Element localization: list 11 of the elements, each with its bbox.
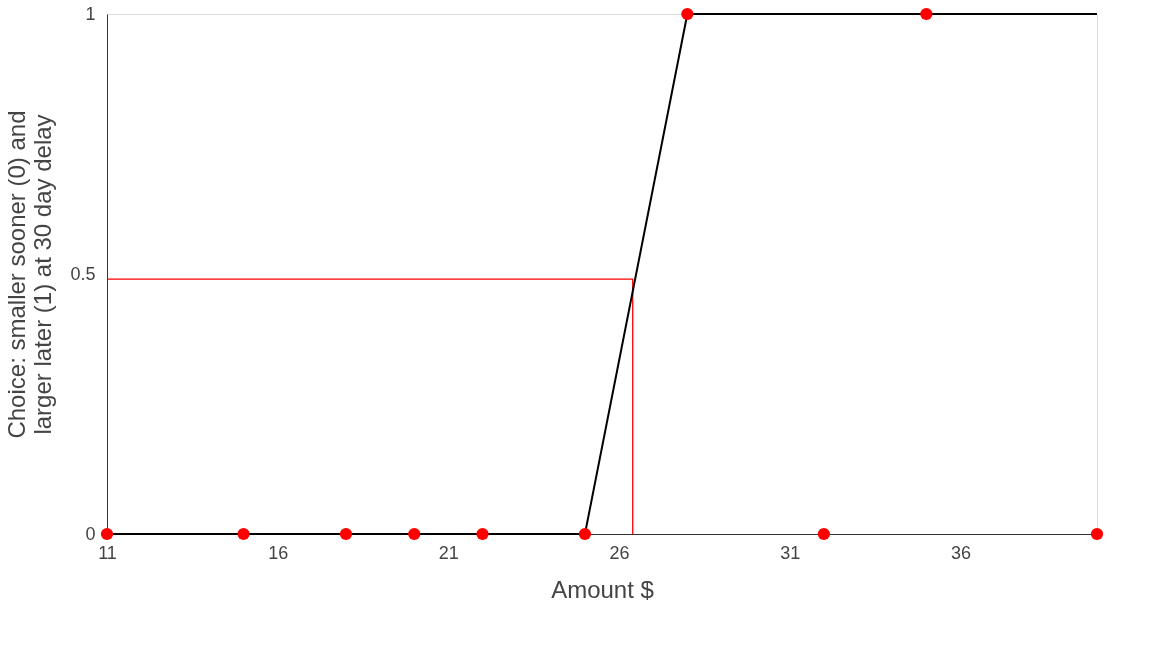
x-tick-label: 11 bbox=[98, 542, 117, 563]
x-tick-label: 21 bbox=[438, 542, 459, 563]
y-tick-label: 1 bbox=[85, 3, 96, 24]
x-tick-label: 16 bbox=[268, 542, 289, 563]
y-tick-label: 0 bbox=[85, 523, 96, 544]
x-tick-label: 36 bbox=[950, 542, 971, 563]
y-axis-title: Choice: smaller sooner (0) and larger later (1) at 30 day delay bbox=[3, 110, 57, 439]
x-tick-label: 31 bbox=[780, 542, 801, 563]
x-axis-title: Amount $ bbox=[551, 575, 654, 603]
y-tick-label: 0.5 bbox=[70, 263, 96, 284]
x-tick-label: 26 bbox=[609, 542, 630, 563]
